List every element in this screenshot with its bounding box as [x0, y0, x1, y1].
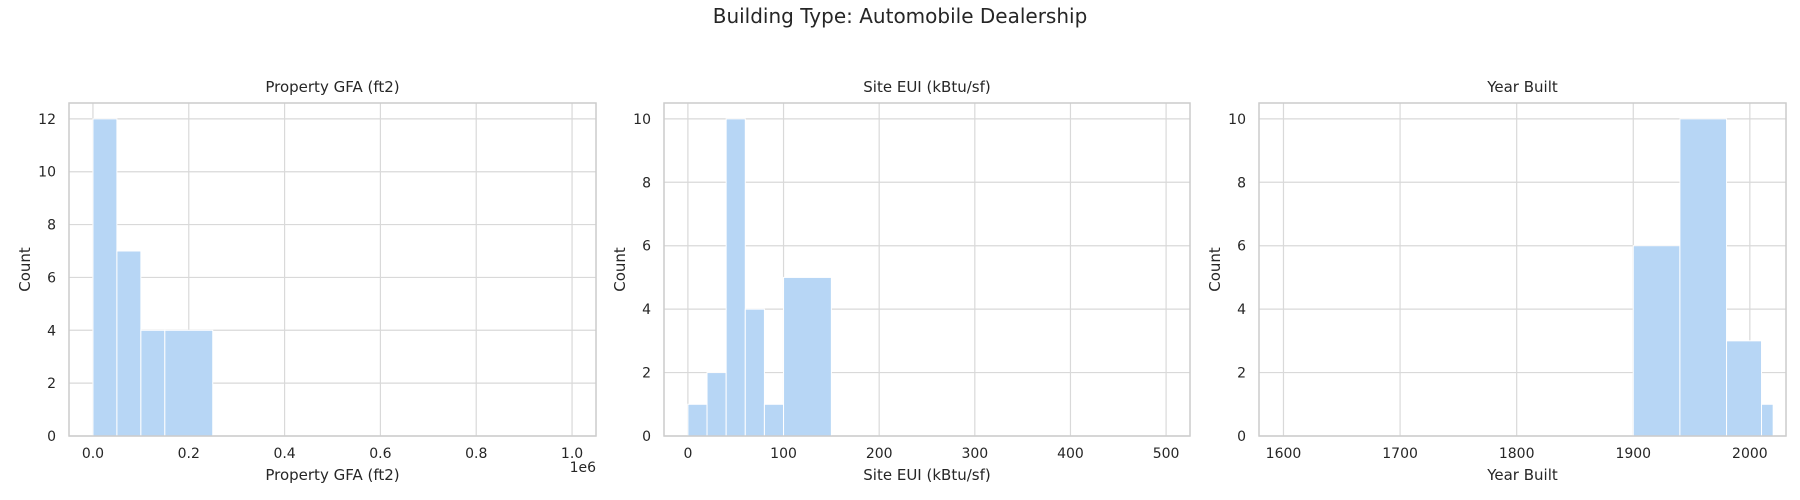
chart-3-x-axis-label: Year Built	[1486, 466, 1558, 484]
chart-2-bar	[744, 308, 765, 437]
figure-title: Building Type: Automobile Dealership	[712, 4, 1088, 28]
chart-2-x-tick-label: 200	[866, 446, 893, 462]
chart-1-x-tick-label: 0.6	[369, 446, 391, 462]
chart-2-x-tick-label: 400	[1057, 446, 1084, 462]
chart-3-bar	[1632, 245, 1681, 437]
chart-1-y-tick-label: 8	[47, 218, 56, 234]
chart-1-y-tick-label: 2	[47, 376, 56, 392]
chart-2-bar	[783, 276, 832, 437]
chart-2-y-tick-label: 6	[642, 239, 651, 255]
chart-1-x-tick-label: 0.2	[178, 446, 200, 462]
chart-1-y-tick-label: 12	[38, 112, 56, 128]
chart-3-x-tick-label: 2000	[1732, 446, 1768, 462]
chart-1-offset-label: 1e6	[570, 460, 597, 476]
chart-1-title: Property GFA (ft2)	[265, 78, 399, 96]
chart-2-title: Site EUI (kBtu/sf)	[863, 78, 990, 96]
chart-3-x-tick-label: 1800	[1499, 446, 1535, 462]
chart-3-x-tick-label: 1600	[1266, 446, 1302, 462]
chart-2-y-tick-label: 4	[642, 302, 651, 318]
chart-3-y-tick-label: 4	[1237, 302, 1246, 318]
chart-3-x-tick-label: 1900	[1615, 446, 1651, 462]
chart-1-y-tick-label: 6	[47, 270, 56, 286]
chart-1-y-axis-label: Count	[16, 247, 34, 292]
chart-2-x-tick-label: 100	[770, 446, 797, 462]
chart-1-y-tick-label: 4	[47, 323, 56, 339]
chart-2-bar	[706, 372, 727, 437]
chart-3-bar	[1761, 403, 1774, 437]
chart-1-axes-frame	[68, 102, 597, 437]
chart-3-axes-frame	[1258, 102, 1787, 437]
chart-2-x-tick-label: 0	[683, 446, 692, 462]
chart-2-y-tick-label: 0	[642, 429, 651, 445]
chart-2-y-tick-label: 10	[633, 112, 651, 128]
chart-2-x-tick-label: 500	[1153, 446, 1180, 462]
chart-1-bar	[116, 250, 142, 437]
chart-3-y-tick-label: 0	[1237, 429, 1246, 445]
chart-2-y-tick-label: 2	[642, 366, 651, 382]
chart-3-y-tick-label: 10	[1228, 112, 1246, 128]
chart-3-y-tick-label: 6	[1237, 239, 1246, 255]
chart-3-y-tick-label: 2	[1237, 366, 1246, 382]
chart-1-x-axis-label: Property GFA (ft2)	[265, 466, 399, 484]
chart-2-axes-frame	[663, 102, 1191, 437]
chart-3-bar	[1679, 118, 1728, 437]
chart-1-x-tick-label: 0.4	[273, 446, 295, 462]
chart-3-title: Year Built	[1486, 78, 1558, 96]
chart-3-bar	[1726, 340, 1763, 437]
chart-2-x-tick-label: 300	[961, 446, 988, 462]
chart-2-bar	[725, 118, 746, 437]
chart-1-y-tick-label: 0	[47, 429, 56, 445]
chart-1-bar	[140, 329, 166, 437]
chart-2-bar	[763, 403, 785, 437]
chart-3-y-tick-label: 8	[1237, 175, 1246, 191]
chart-1-bar	[92, 118, 118, 437]
chart-1-y-tick-label: 10	[38, 165, 56, 181]
chart-1-bar	[164, 329, 214, 437]
chart-1-x-tick-label: 0.8	[465, 446, 487, 462]
chart-2-bar	[687, 403, 708, 437]
chart-3-y-axis-label: Count	[1206, 247, 1224, 292]
chart-2-x-axis-label: Site EUI (kBtu/sf)	[863, 466, 990, 484]
chart-3-x-tick-label: 1700	[1382, 446, 1418, 462]
chart-1-x-tick-label: 0.0	[82, 446, 104, 462]
chart-1-x-tick-label: 1.0	[561, 446, 583, 462]
chart-2-y-tick-label: 8	[642, 175, 651, 191]
chart-2-y-axis-label: Count	[611, 247, 629, 292]
